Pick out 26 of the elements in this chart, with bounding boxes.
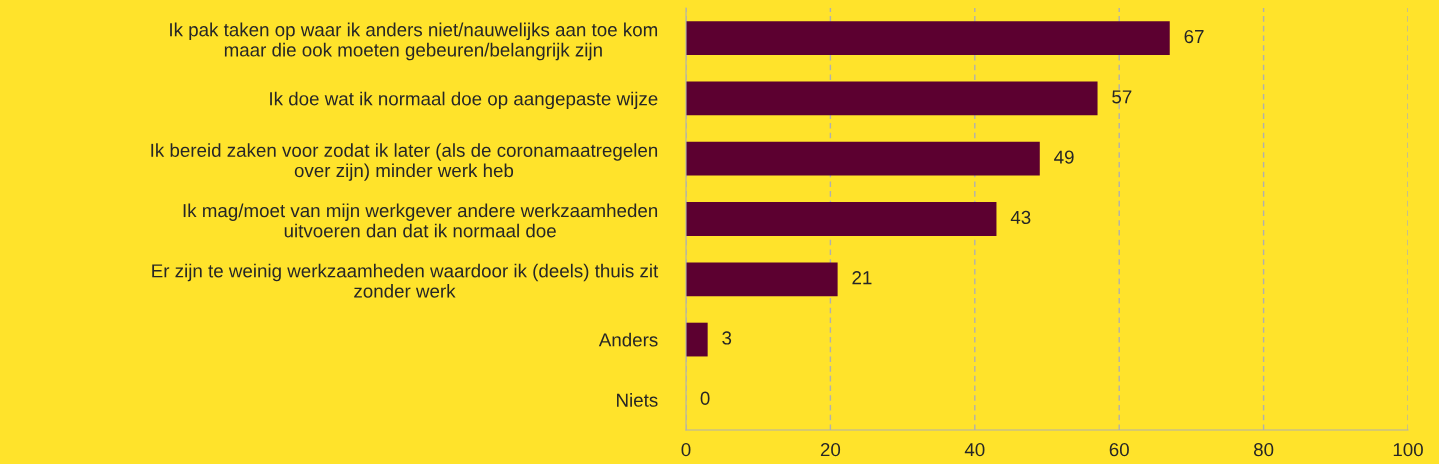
data-label: 0 <box>700 391 710 405</box>
x-tick-label: 0 <box>681 443 691 457</box>
y-tick-label: Er zijn te weinig werkzaamheden waardoor ik (deels) thuis zit zonder werk <box>152 263 659 298</box>
x-tick-label: 20 <box>820 443 841 457</box>
x-tick-label: 60 <box>1109 443 1129 457</box>
data-label: 57 <box>1112 90 1132 104</box>
y-tick-label: Ik pak taken op waar ik anders niet/nauwelijks aan toe kom maar die ook moeten gebeuren/belangrijk zijn <box>170 22 658 61</box>
bar <box>686 81 1098 116</box>
data-label: 67 <box>1184 29 1204 44</box>
x-tick-label: 80 <box>1253 443 1274 457</box>
y-tick-label: Ik bereid zaken voor zodat ik later (als de coronamaatregelen over zijn) minder werk heb <box>151 143 658 181</box>
bar <box>686 141 1040 176</box>
bar <box>686 202 997 236</box>
data-label: 49 <box>1054 150 1074 164</box>
y-tick-label: Niets <box>617 393 658 407</box>
y-tick-label: Ik doe wat ik normaal doe op aangepaste wijze <box>270 91 658 110</box>
bar <box>686 21 1170 56</box>
x-tick-label: 100 <box>1393 443 1423 457</box>
y-tick-label: Anders <box>598 332 658 347</box>
bar <box>686 262 838 297</box>
y-tick-label: Ik mag/moet van mijn werkgever andere werkzaamheden uitvoeren dan dat ik normaal doe <box>183 203 658 238</box>
data-label: 3 <box>722 331 732 345</box>
bar <box>686 322 708 357</box>
data-label: 21 <box>852 271 872 285</box>
x-tick-label: 40 <box>964 443 985 457</box>
data-label: 43 <box>1010 210 1031 225</box>
